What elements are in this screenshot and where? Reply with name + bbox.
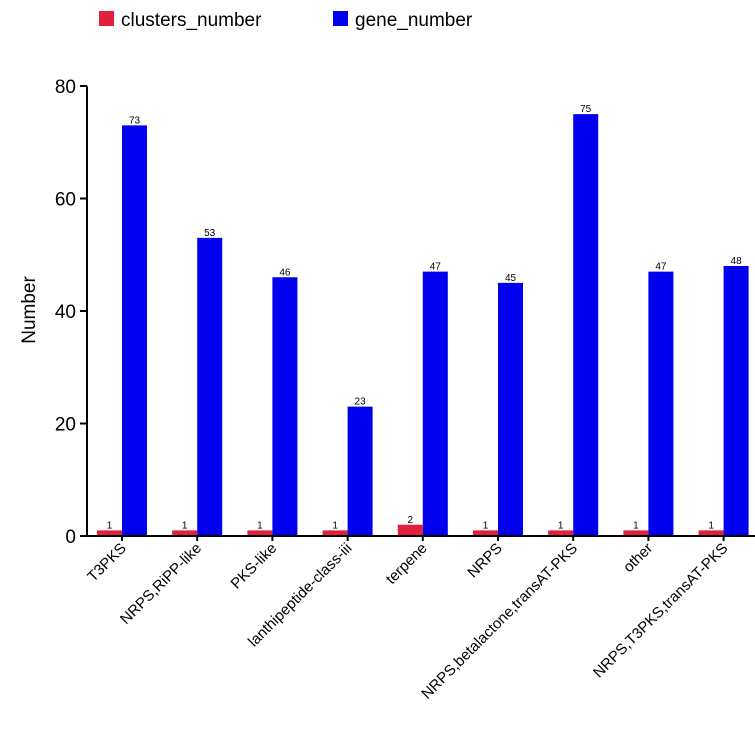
data-label-clusters-number: 1 <box>483 520 489 531</box>
legend-swatch-clusters-number <box>99 11 114 26</box>
bar-gene-number <box>272 277 298 536</box>
data-label-gene-number: 75 <box>580 104 592 115</box>
y-tick-label: 0 <box>65 527 76 548</box>
x-category-label: other <box>620 540 656 576</box>
bar-clusters-number <box>172 530 198 536</box>
legend-swatch-gene-number <box>333 11 348 26</box>
legend: clusters_number gene_number <box>99 10 473 31</box>
data-label-gene-number: 46 <box>279 267 291 278</box>
bar-clusters-number <box>97 530 122 536</box>
bar-gene-number <box>422 271 448 536</box>
bar-clusters-number <box>397 524 423 536</box>
bar-gene-number <box>197 237 223 536</box>
bar-clusters-number <box>247 530 273 536</box>
data-label-clusters-number: 1 <box>182 520 188 531</box>
y-tick-label: 80 <box>55 77 76 98</box>
data-label-clusters-number: 1 <box>107 520 113 531</box>
y-axis-ticks: 0 20 40 60 80 <box>55 77 87 548</box>
y-tick-label: 20 <box>55 415 76 436</box>
x-category-label: NRPS,RiPP-like <box>117 540 205 628</box>
x-category-label: NRPS,betalactone,transAT-PKS <box>418 540 581 703</box>
bar-gene-number <box>347 406 373 536</box>
x-category-label: terpene <box>383 540 431 588</box>
plot-area: 1 73 1 53 1 46 1 23 2 47 1 45 1 75 1 47 1 48 <box>97 104 749 536</box>
bar-clusters-number <box>322 530 348 536</box>
x-category-label: NRPS <box>464 540 505 581</box>
bar-clusters-number <box>623 530 649 536</box>
bar-gene-number <box>122 125 147 536</box>
x-category-label: NRPS,T3PKS,transAT-PKS <box>590 540 732 682</box>
bar-clusters-number <box>548 530 574 536</box>
legend-label-gene-number: gene_number <box>355 10 473 31</box>
x-category-label: T3PKS <box>84 540 130 586</box>
data-label-clusters-number: 2 <box>408 515 414 526</box>
data-label-clusters-number: 1 <box>633 520 639 531</box>
data-label-gene-number: 48 <box>731 256 743 267</box>
bar-gene-number <box>573 114 599 536</box>
x-category-label: PKS-like <box>228 540 281 593</box>
data-label-clusters-number: 1 <box>558 520 564 531</box>
y-tick-label: 60 <box>55 190 76 211</box>
data-label-clusters-number: 1 <box>708 520 714 531</box>
data-label-gene-number: 23 <box>355 397 367 408</box>
bar-gene-number <box>648 271 674 536</box>
data-label-gene-number: 73 <box>129 115 141 126</box>
bar-clusters-number <box>473 530 498 536</box>
data-label-gene-number: 47 <box>430 262 442 273</box>
bar-clusters-number <box>698 530 724 536</box>
data-label-gene-number: 53 <box>204 228 216 239</box>
legend-label-clusters-number: clusters_number <box>121 10 262 31</box>
data-label-gene-number: 47 <box>655 262 667 273</box>
data-label-clusters-number: 1 <box>332 520 338 531</box>
y-tick-label: 40 <box>55 302 76 323</box>
data-label-clusters-number: 1 <box>257 520 263 531</box>
data-label-gene-number: 45 <box>505 273 517 284</box>
bar-gene-number <box>498 282 523 536</box>
y-axis-title: Number <box>19 276 40 344</box>
bar-gene-number <box>723 266 749 536</box>
